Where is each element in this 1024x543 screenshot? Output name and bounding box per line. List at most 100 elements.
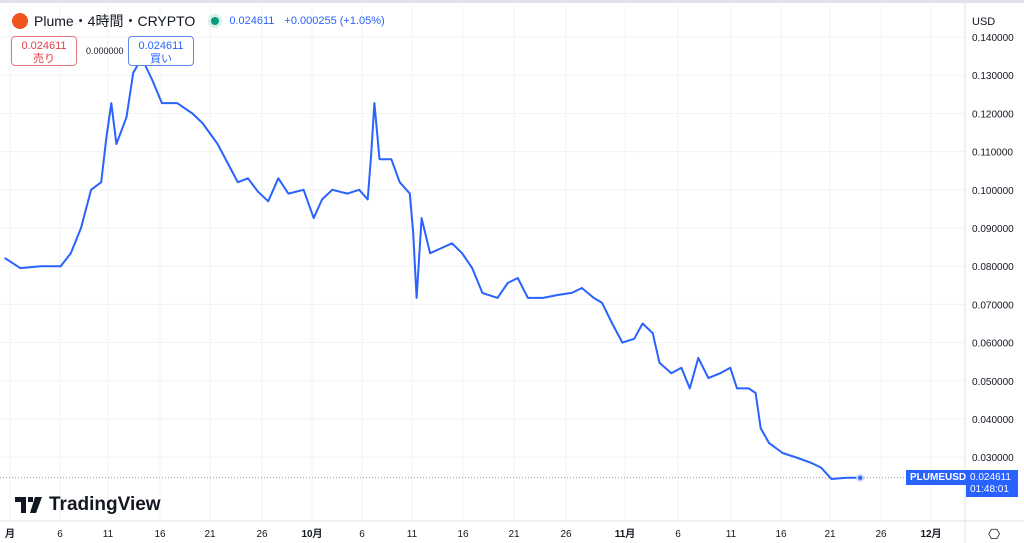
data-point xyxy=(768,442,770,444)
data-point xyxy=(331,189,334,191)
data-point xyxy=(736,387,738,390)
data-point xyxy=(570,292,573,294)
data-point xyxy=(592,297,595,299)
data-point xyxy=(680,367,683,369)
data-point xyxy=(105,137,108,140)
x-tick-label: 6 xyxy=(57,529,63,540)
x-tick-label: 11月 xyxy=(615,528,636,540)
data-point xyxy=(257,190,259,193)
data-point xyxy=(409,192,411,195)
x-tick-label: 月 xyxy=(4,528,15,540)
data-point xyxy=(719,372,721,374)
data-point xyxy=(451,242,453,245)
data-point xyxy=(366,198,369,201)
data-point xyxy=(781,452,784,454)
price-series-line xyxy=(4,57,861,480)
x-tick-label: 16 xyxy=(457,529,469,540)
x-tick-label: 26 xyxy=(875,529,887,540)
settings-icon[interactable]: ⎔ xyxy=(988,526,1001,542)
data-point xyxy=(754,392,757,394)
data-point xyxy=(707,377,710,379)
data-point xyxy=(461,252,463,255)
data-point xyxy=(611,322,614,325)
data-point xyxy=(226,162,229,164)
data-point xyxy=(39,265,42,268)
x-tick-label: 16 xyxy=(775,529,787,540)
buy-label: 買い xyxy=(150,53,172,65)
data-point xyxy=(481,292,484,294)
spread: 0.000000 xyxy=(86,46,124,56)
data-point xyxy=(100,181,102,183)
data-point xyxy=(390,158,393,161)
data-point xyxy=(729,367,732,369)
data-point xyxy=(845,477,848,479)
data-point xyxy=(70,252,72,255)
data-point xyxy=(759,427,762,429)
data-point xyxy=(412,232,415,234)
data-point xyxy=(19,267,22,269)
tradingview-logo[interactable]: TradingView xyxy=(15,494,161,516)
data-point xyxy=(415,297,418,299)
data-point xyxy=(287,192,290,195)
x-tick-label: 21 xyxy=(508,529,520,540)
data-point xyxy=(216,143,219,145)
data-point xyxy=(150,78,153,80)
y-tick-label: 0.130000 xyxy=(972,71,1014,82)
data-point xyxy=(658,362,661,364)
data-point xyxy=(506,282,509,284)
data-point xyxy=(429,252,431,255)
data-point xyxy=(796,457,799,459)
last-price: 0.024611 xyxy=(229,15,275,27)
symbol-price-label: PLUMEUSD xyxy=(906,470,971,485)
data-point xyxy=(115,143,118,145)
data-point xyxy=(697,357,700,359)
x-tick-label: 12月 xyxy=(920,528,941,540)
x-tick-label: 6 xyxy=(675,529,681,540)
data-point xyxy=(820,467,823,469)
bar-countdown: 01:48:01 xyxy=(970,484,1009,495)
sell-label: 売り xyxy=(33,53,55,65)
data-point xyxy=(471,267,474,269)
data-point xyxy=(110,102,113,104)
y-tick-label: 0.030000 xyxy=(972,453,1014,464)
brand-name: TradingView xyxy=(49,494,161,515)
data-point xyxy=(810,462,813,464)
data-point xyxy=(321,198,323,201)
data-point xyxy=(176,102,178,104)
symbol-header: Plume・4時間・CRYPTO 0.024611 +0.000255 (+1.… xyxy=(12,11,385,31)
y-tick-label: 0.140000 xyxy=(972,33,1014,44)
x-tick-label: 11 xyxy=(726,529,737,540)
x-tick-label: 11 xyxy=(103,529,114,540)
x-tick-label: 16 xyxy=(154,529,166,540)
data-point xyxy=(247,177,249,180)
current-price-label: 0.024611 01:48:01 xyxy=(966,470,1018,497)
currency-select[interactable]: USD xyxy=(972,16,996,28)
sell-button[interactable]: 0.024611 売り xyxy=(11,36,77,66)
data-point xyxy=(161,102,163,104)
data-point xyxy=(830,478,833,480)
y-tick-label: 0.050000 xyxy=(972,377,1014,388)
data-point xyxy=(398,181,401,183)
data-point xyxy=(201,122,204,124)
data-point xyxy=(651,332,654,334)
data-point xyxy=(267,200,269,203)
buy-button[interactable]: 0.024611 買い xyxy=(128,36,194,66)
data-point xyxy=(670,372,673,374)
data-point xyxy=(237,181,239,183)
y-tick-label: 0.110000 xyxy=(972,148,1013,159)
data-point xyxy=(277,177,280,180)
data-point xyxy=(496,297,499,299)
y-tick-label: 0.070000 xyxy=(972,300,1014,311)
data-point xyxy=(748,387,750,390)
tradingview-logo-icon xyxy=(15,497,42,513)
y-tick-label: 0.120000 xyxy=(972,109,1014,120)
symbol-title[interactable]: Plume・4時間・CRYPTO xyxy=(34,13,196,29)
data-point xyxy=(633,337,635,340)
data-point xyxy=(80,227,82,229)
price-chart[interactable]: 0.030000 0.040000 0.050000 0.060000 0.070000… xyxy=(0,3,1024,543)
data-point xyxy=(132,72,135,74)
data-point xyxy=(312,217,315,219)
x-tick-label: 21 xyxy=(824,529,836,540)
data-point xyxy=(59,265,62,268)
